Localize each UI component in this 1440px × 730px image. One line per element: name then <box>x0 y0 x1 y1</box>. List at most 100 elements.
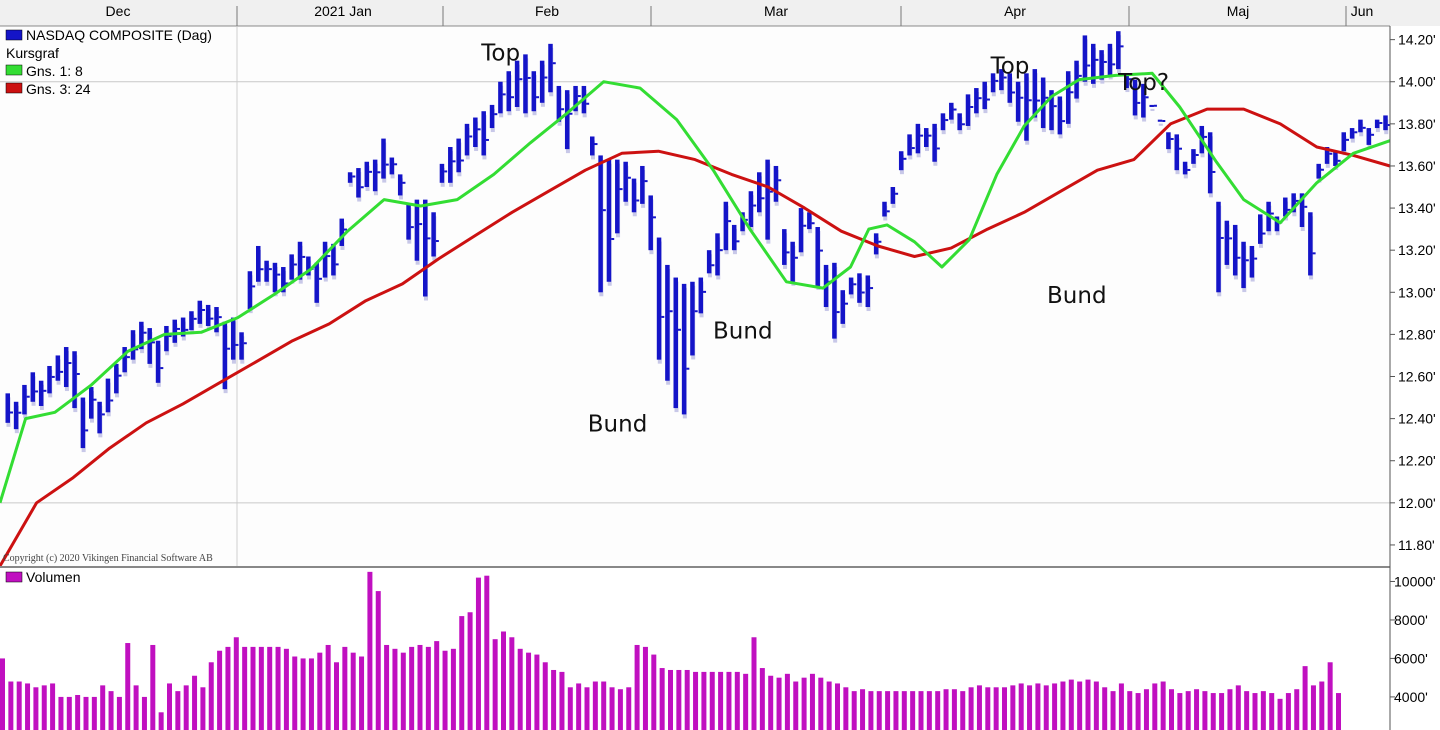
price-bar <box>306 256 311 276</box>
volume-bar <box>1260 691 1266 730</box>
volume-bar <box>868 691 874 730</box>
price-bar <box>423 199 428 297</box>
price-bar <box>272 262 278 293</box>
volume-bar <box>1219 693 1225 730</box>
volume-bar <box>659 668 665 730</box>
price-bar <box>1082 35 1088 82</box>
price-bar <box>1216 201 1221 293</box>
price-bar <box>456 138 461 173</box>
volume-bar <box>1127 691 1133 730</box>
price-panel: Top Bund Bund Top Bund Top? NASDAQ COMPOSITE … <box>0 27 1440 567</box>
price-bar <box>1232 224 1238 276</box>
volume-bar <box>250 646 256 730</box>
volume-bar <box>701 671 707 730</box>
volume-bar <box>592 681 598 730</box>
volume-bar <box>885 691 891 730</box>
price-bar <box>247 271 253 310</box>
price-bar <box>47 365 52 394</box>
volume-bar <box>442 650 448 730</box>
volume-bar <box>33 687 39 730</box>
price-bar <box>757 172 762 213</box>
price-bar <box>339 218 344 246</box>
volume-bar <box>325 644 331 730</box>
volume-bar <box>467 612 473 730</box>
volume-bar <box>826 681 832 730</box>
volume-bar <box>1035 683 1041 730</box>
price-bar <box>397 174 403 196</box>
price-bar <box>982 81 987 110</box>
volume-bar <box>1177 693 1183 730</box>
volume-bar <box>693 671 699 730</box>
price-bar <box>957 113 962 131</box>
volume-bar <box>968 687 974 730</box>
volume-bar <box>1294 689 1300 730</box>
volume-bar <box>91 696 97 730</box>
volume-bar <box>1169 689 1174 730</box>
price-bar <box>915 123 921 154</box>
price-bar <box>506 71 511 112</box>
price-bar <box>1166 132 1171 150</box>
volume-bar <box>668 669 673 730</box>
volume-bar <box>425 646 431 730</box>
price-bar <box>498 81 503 114</box>
volume-bar <box>100 685 106 730</box>
volume-bar <box>1202 691 1208 730</box>
volume-bar <box>16 681 22 730</box>
price-bar <box>1149 104 1154 108</box>
price-bar <box>940 113 946 131</box>
price-bar <box>531 71 537 112</box>
volume-bar <box>651 654 657 730</box>
volume-tick-label: 10000' <box>1394 573 1436 589</box>
volume-bar <box>1319 681 1325 730</box>
price-bar <box>1283 197 1288 217</box>
price-bar <box>1124 73 1129 89</box>
price-bar <box>1107 43 1113 76</box>
volume-bar <box>517 648 523 730</box>
price-bar <box>1207 132 1213 194</box>
volume-bar <box>50 683 56 730</box>
volume-bar <box>275 646 281 730</box>
volume-bar <box>150 644 156 730</box>
volume-bar <box>58 696 64 730</box>
price-bar <box>97 401 102 434</box>
volume-bar <box>684 669 690 730</box>
volume-bar <box>434 641 440 730</box>
volume-bar <box>768 675 774 730</box>
volume-bar <box>626 687 632 730</box>
volume-bar <box>409 646 415 730</box>
legend-ma2: Gns. 3: 24 <box>26 81 91 97</box>
price-bar <box>673 277 678 409</box>
price-bar <box>1258 214 1263 244</box>
price-bar-shadow <box>1158 123 1163 126</box>
volume-bar <box>559 671 565 730</box>
price-bar <box>1366 128 1372 145</box>
price-bar <box>1224 220 1230 265</box>
price-bar <box>172 319 177 343</box>
price-bar <box>690 281 695 356</box>
price-bar <box>740 212 745 232</box>
price-bar <box>765 159 770 240</box>
volume-bar <box>584 687 590 730</box>
price-bar <box>439 163 445 183</box>
volume-panel: Volumen <box>0 568 1390 730</box>
price-bar <box>1349 128 1355 139</box>
price-bar <box>631 178 637 213</box>
volume-bar <box>609 687 615 730</box>
price-bar <box>832 262 837 339</box>
volume-bar <box>484 575 490 730</box>
ma1-line <box>0 71 1391 504</box>
price-bar <box>80 397 86 449</box>
volume-bar <box>1018 683 1024 730</box>
volume-bar <box>1302 666 1308 730</box>
volume-bar <box>918 691 924 730</box>
price-bar <box>1132 79 1138 116</box>
price-tick-label: 12.00' <box>1398 495 1436 511</box>
price-bar <box>598 155 603 293</box>
volume-bar <box>183 685 189 730</box>
volume-bar <box>759 668 765 730</box>
volume-bar <box>1060 681 1066 730</box>
price-bar <box>1191 149 1196 164</box>
price-bar <box>448 147 453 183</box>
price-bar <box>13 401 19 430</box>
